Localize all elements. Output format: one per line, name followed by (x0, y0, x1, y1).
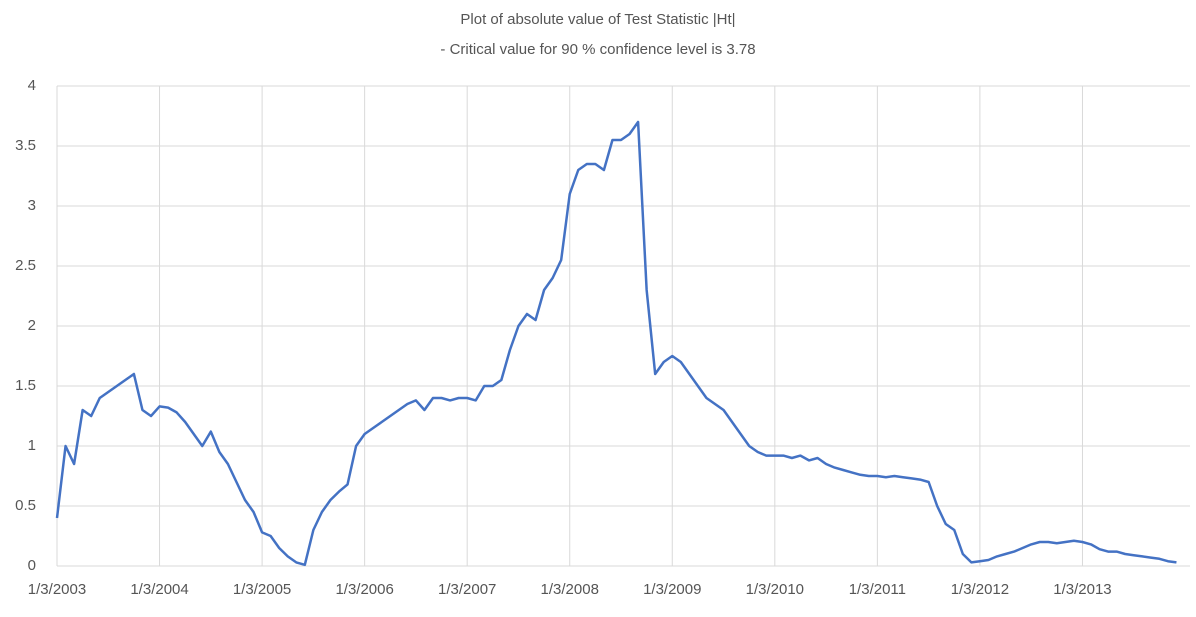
y-tick-label: 4 (28, 77, 36, 94)
x-tick-label: 1/3/2004 (130, 581, 188, 598)
x-tick-label: 1/3/2009 (643, 581, 701, 598)
x-tick-label: 1/3/2012 (951, 581, 1009, 598)
y-tick-label: 3.5 (15, 137, 36, 154)
x-tick-label: 1/3/2006 (335, 581, 393, 598)
x-tick-label: 1/3/2008 (541, 581, 599, 598)
y-tick-label: 3 (28, 197, 36, 214)
x-tick-label: 1/3/2010 (746, 581, 804, 598)
y-tick-label: 1 (28, 437, 36, 454)
y-tick-label: 2 (28, 317, 36, 334)
y-tick-label: 1.5 (15, 377, 36, 394)
x-tick-label: 1/3/2003 (28, 581, 86, 598)
chart-subtitle: - Critical value for 90 % confidence lev… (440, 41, 755, 58)
x-tick-label: 1/3/2005 (233, 581, 291, 598)
x-tick-label: 1/3/2007 (438, 581, 496, 598)
x-tick-label: 1/3/2011 (849, 581, 906, 598)
y-tick-label: 0 (28, 557, 36, 574)
data-line (55, 120, 1177, 567)
y-tick-label: 0.5 (15, 497, 36, 514)
chart-title: Plot of absolute value of Test Statistic… (460, 11, 735, 28)
y-tick-label: 2.5 (15, 257, 36, 274)
x-tick-label: 1/3/2013 (1053, 581, 1111, 598)
